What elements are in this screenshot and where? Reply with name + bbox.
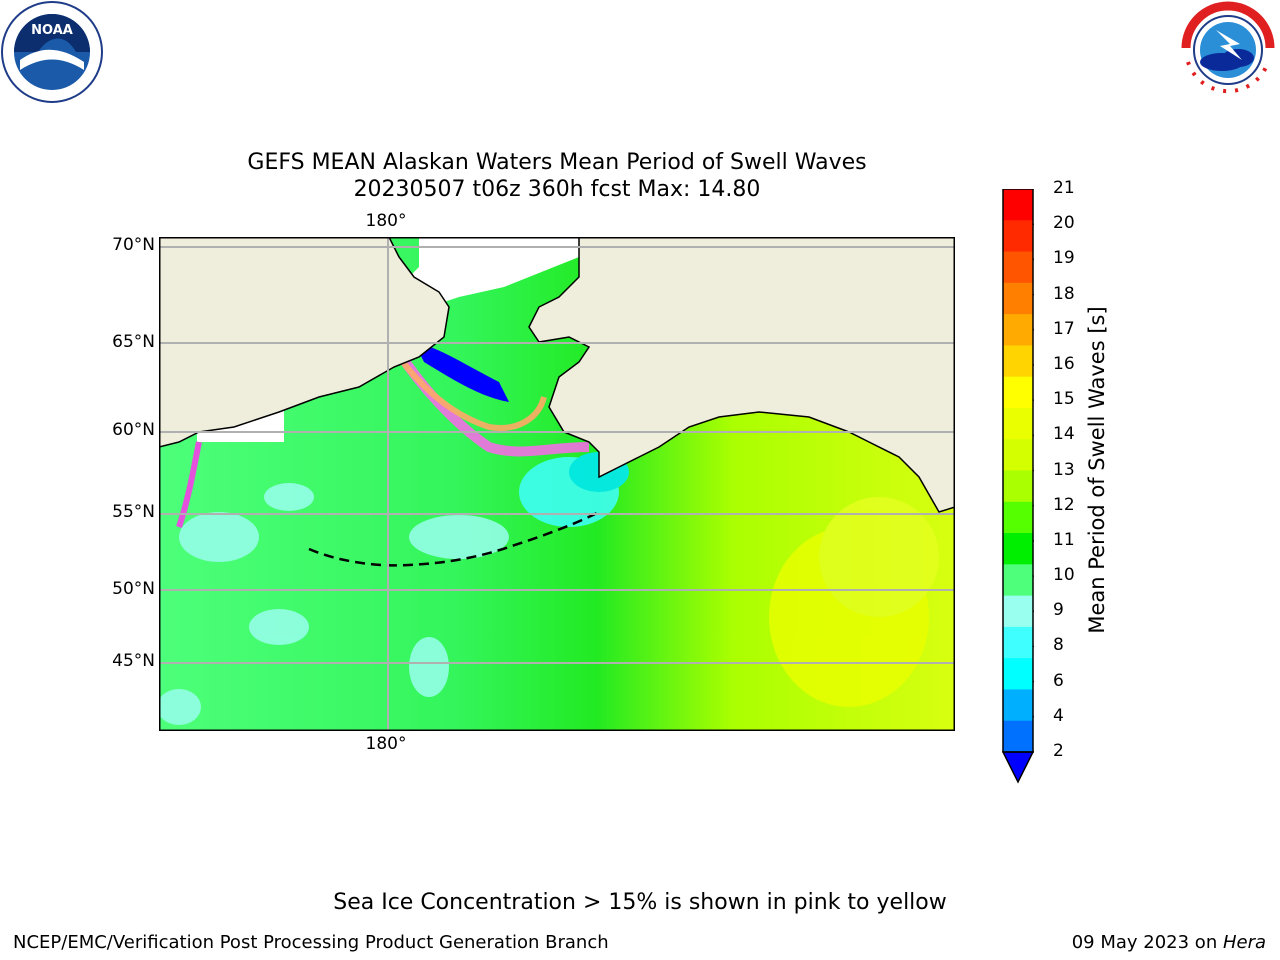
colorbar-label: Mean Period of Swell Waves [s]	[1085, 306, 1109, 634]
colorbar-tick-label: 6	[1053, 670, 1064, 691]
colorbar-tick-label: 4	[1053, 705, 1064, 726]
colorbar-tick-label: 20	[1053, 213, 1075, 234]
colorbar	[1001, 188, 1038, 784]
colorbar-svg	[1001, 188, 1038, 784]
footer-date: 09 May 2023 on Hera	[1072, 932, 1266, 953]
noaa-logo: NOAA	[0, 0, 104, 104]
colorbar-tick-label: 21	[1053, 178, 1075, 198]
land-alaska	[528, 236, 956, 513]
gridlines	[159, 237, 955, 731]
colorbar-tick-label: 17	[1053, 318, 1075, 339]
colorbar-segment	[1003, 345, 1033, 378]
lat-label-65: 65°N	[112, 332, 155, 352]
nws-logo	[1176, 0, 1280, 100]
colorbar-segment	[1003, 689, 1033, 722]
colorbar-segment	[1003, 407, 1033, 440]
colorbar-segment	[1003, 658, 1033, 690]
colorbar-segment	[1003, 220, 1033, 253]
map-svg	[157, 236, 956, 732]
chart-subtitle: 20230507 t06z 360h fcst Max: 14.80	[353, 177, 761, 202]
colorbar-segment	[1003, 189, 1033, 221]
colorbar-segment	[1003, 720, 1033, 753]
colorbar-tick-label: 12	[1053, 494, 1075, 515]
lon-label-bottom: 180°	[365, 734, 407, 754]
colorbar-tick-label: 8	[1053, 635, 1064, 656]
footer-host: Hera	[1222, 932, 1266, 953]
colorbar-tick-label: 10	[1053, 565, 1075, 586]
colorbar-tick-label: 2	[1053, 741, 1064, 761]
ice-core	[414, 342, 509, 402]
colorbar-segment	[1003, 282, 1033, 315]
footer-date-text: 09 May 2023 on	[1071, 932, 1223, 953]
colorbar-segment	[1003, 314, 1033, 346]
chart-title: GEFS MEAN Alaskan Waters Mean Period of …	[247, 150, 867, 175]
cyan-patches	[157, 452, 629, 725]
aleutian-islands	[308, 510, 600, 567]
colorbar-segment	[1003, 533, 1033, 565]
colorbar-tick-label: 14	[1053, 424, 1075, 445]
lat-label-60: 60°N	[112, 420, 155, 440]
colorbar-segment	[1003, 251, 1033, 284]
lat-label-50: 50°N	[112, 579, 155, 599]
colorbar-tick-label: 18	[1053, 283, 1075, 304]
ice-note: Sea Ice Concentration > 15% is shown in …	[333, 890, 947, 915]
colorbar-tick-label: 16	[1053, 353, 1075, 374]
sea-ice-area	[197, 237, 579, 442]
colorbar-segment	[1003, 564, 1033, 597]
colorbar-extend-arrow	[1001, 751, 1035, 784]
colorbar-tick-label: 11	[1053, 529, 1075, 550]
colorbar-segment	[1003, 376, 1033, 409]
colorbar-segment	[1003, 470, 1033, 503]
noaa-logo-text: NOAA	[31, 23, 73, 38]
colorbar-tick-label: 19	[1053, 248, 1075, 269]
colorbar-segment	[1003, 595, 1033, 628]
map-panel	[157, 236, 956, 732]
ice-edge-west	[176, 441, 202, 528]
colorbar-segment	[1003, 626, 1033, 659]
lat-label-70: 70°N	[112, 235, 155, 255]
lat-label-55: 55°N	[112, 502, 155, 522]
lat-label-45: 45°N	[112, 651, 155, 671]
ice-margin-orange	[396, 355, 547, 431]
map-frame	[158, 236, 956, 732]
colorbar-tick-label: 15	[1053, 389, 1075, 410]
colorbar-segment	[1003, 439, 1033, 471]
colorbar-tick-label: 13	[1053, 459, 1075, 480]
colorbar-segment	[1003, 501, 1033, 534]
footer-credit: NCEP/EMC/Verification Post Processing Pr…	[13, 932, 609, 953]
lon-label-top: 180°	[365, 211, 407, 231]
colorbar-tick-label: 9	[1053, 600, 1064, 621]
